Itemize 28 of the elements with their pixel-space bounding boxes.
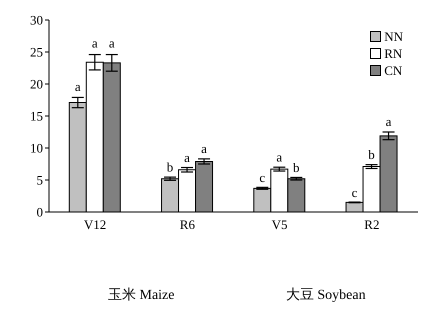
data-label: a [184,150,190,165]
legend-label: CN [384,62,402,78]
x-tick-label: R6 [180,217,196,232]
y-tick-label: 0 [36,204,43,220]
data-label: a [108,35,115,50]
data-label: c [352,184,358,200]
x-tick-label: R2 [364,217,380,232]
data-label: a [92,36,98,51]
legend-label: RN [384,46,402,62]
x-tick-label: V5 [272,217,288,232]
y-tick-label: 25 [30,44,43,60]
text: 玉米 Maize [107,286,176,304]
y-tick-label: 10 [30,140,43,156]
data-label: b [166,160,174,175]
data-label: a [201,141,208,156]
y-tick-label: 30 [30,12,43,28]
data-label: a [276,150,282,165]
data-label: b [368,147,375,162]
data-label: a [74,79,81,94]
x-tick-label: V12 [84,217,106,232]
legend-label: NN [384,28,403,44]
y-tick-label: 15 [30,108,43,124]
y-tick-label: 5 [36,172,43,188]
data-label: b [293,160,300,176]
data-label: c [259,170,266,186]
text: 大豆 Soybean [284,286,367,304]
y-tick-label: 20 [30,76,43,92]
data-label: a [386,114,392,129]
